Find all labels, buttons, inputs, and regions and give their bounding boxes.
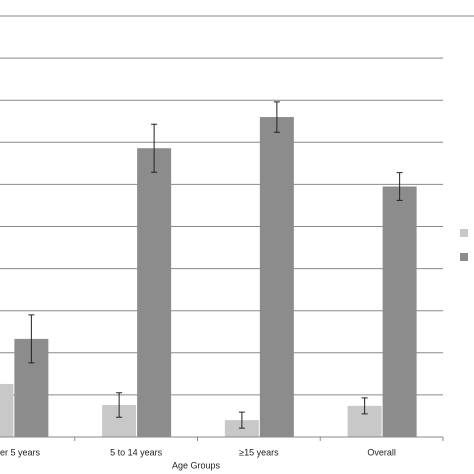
bar bbox=[0, 383, 14, 437]
x-tick-label: ≥15 years bbox=[239, 447, 279, 457]
bar bbox=[259, 117, 294, 437]
legend-swatch bbox=[460, 229, 468, 237]
bar bbox=[382, 186, 417, 437]
error-bar bbox=[273, 101, 280, 133]
x-tick-label: Overall bbox=[367, 447, 396, 457]
error-bar bbox=[116, 392, 123, 418]
x-axis-title: Age Groups bbox=[172, 460, 221, 470]
error-bar bbox=[28, 314, 35, 364]
error-bar bbox=[238, 411, 245, 429]
x-tick-label: er 5 years bbox=[0, 447, 41, 457]
error-bar bbox=[151, 123, 158, 173]
x-tick-label: 5 to 14 years bbox=[110, 447, 163, 457]
error-bar bbox=[361, 397, 368, 415]
bar bbox=[137, 148, 172, 437]
error-bar bbox=[396, 172, 403, 201]
legend-swatch bbox=[460, 253, 468, 261]
